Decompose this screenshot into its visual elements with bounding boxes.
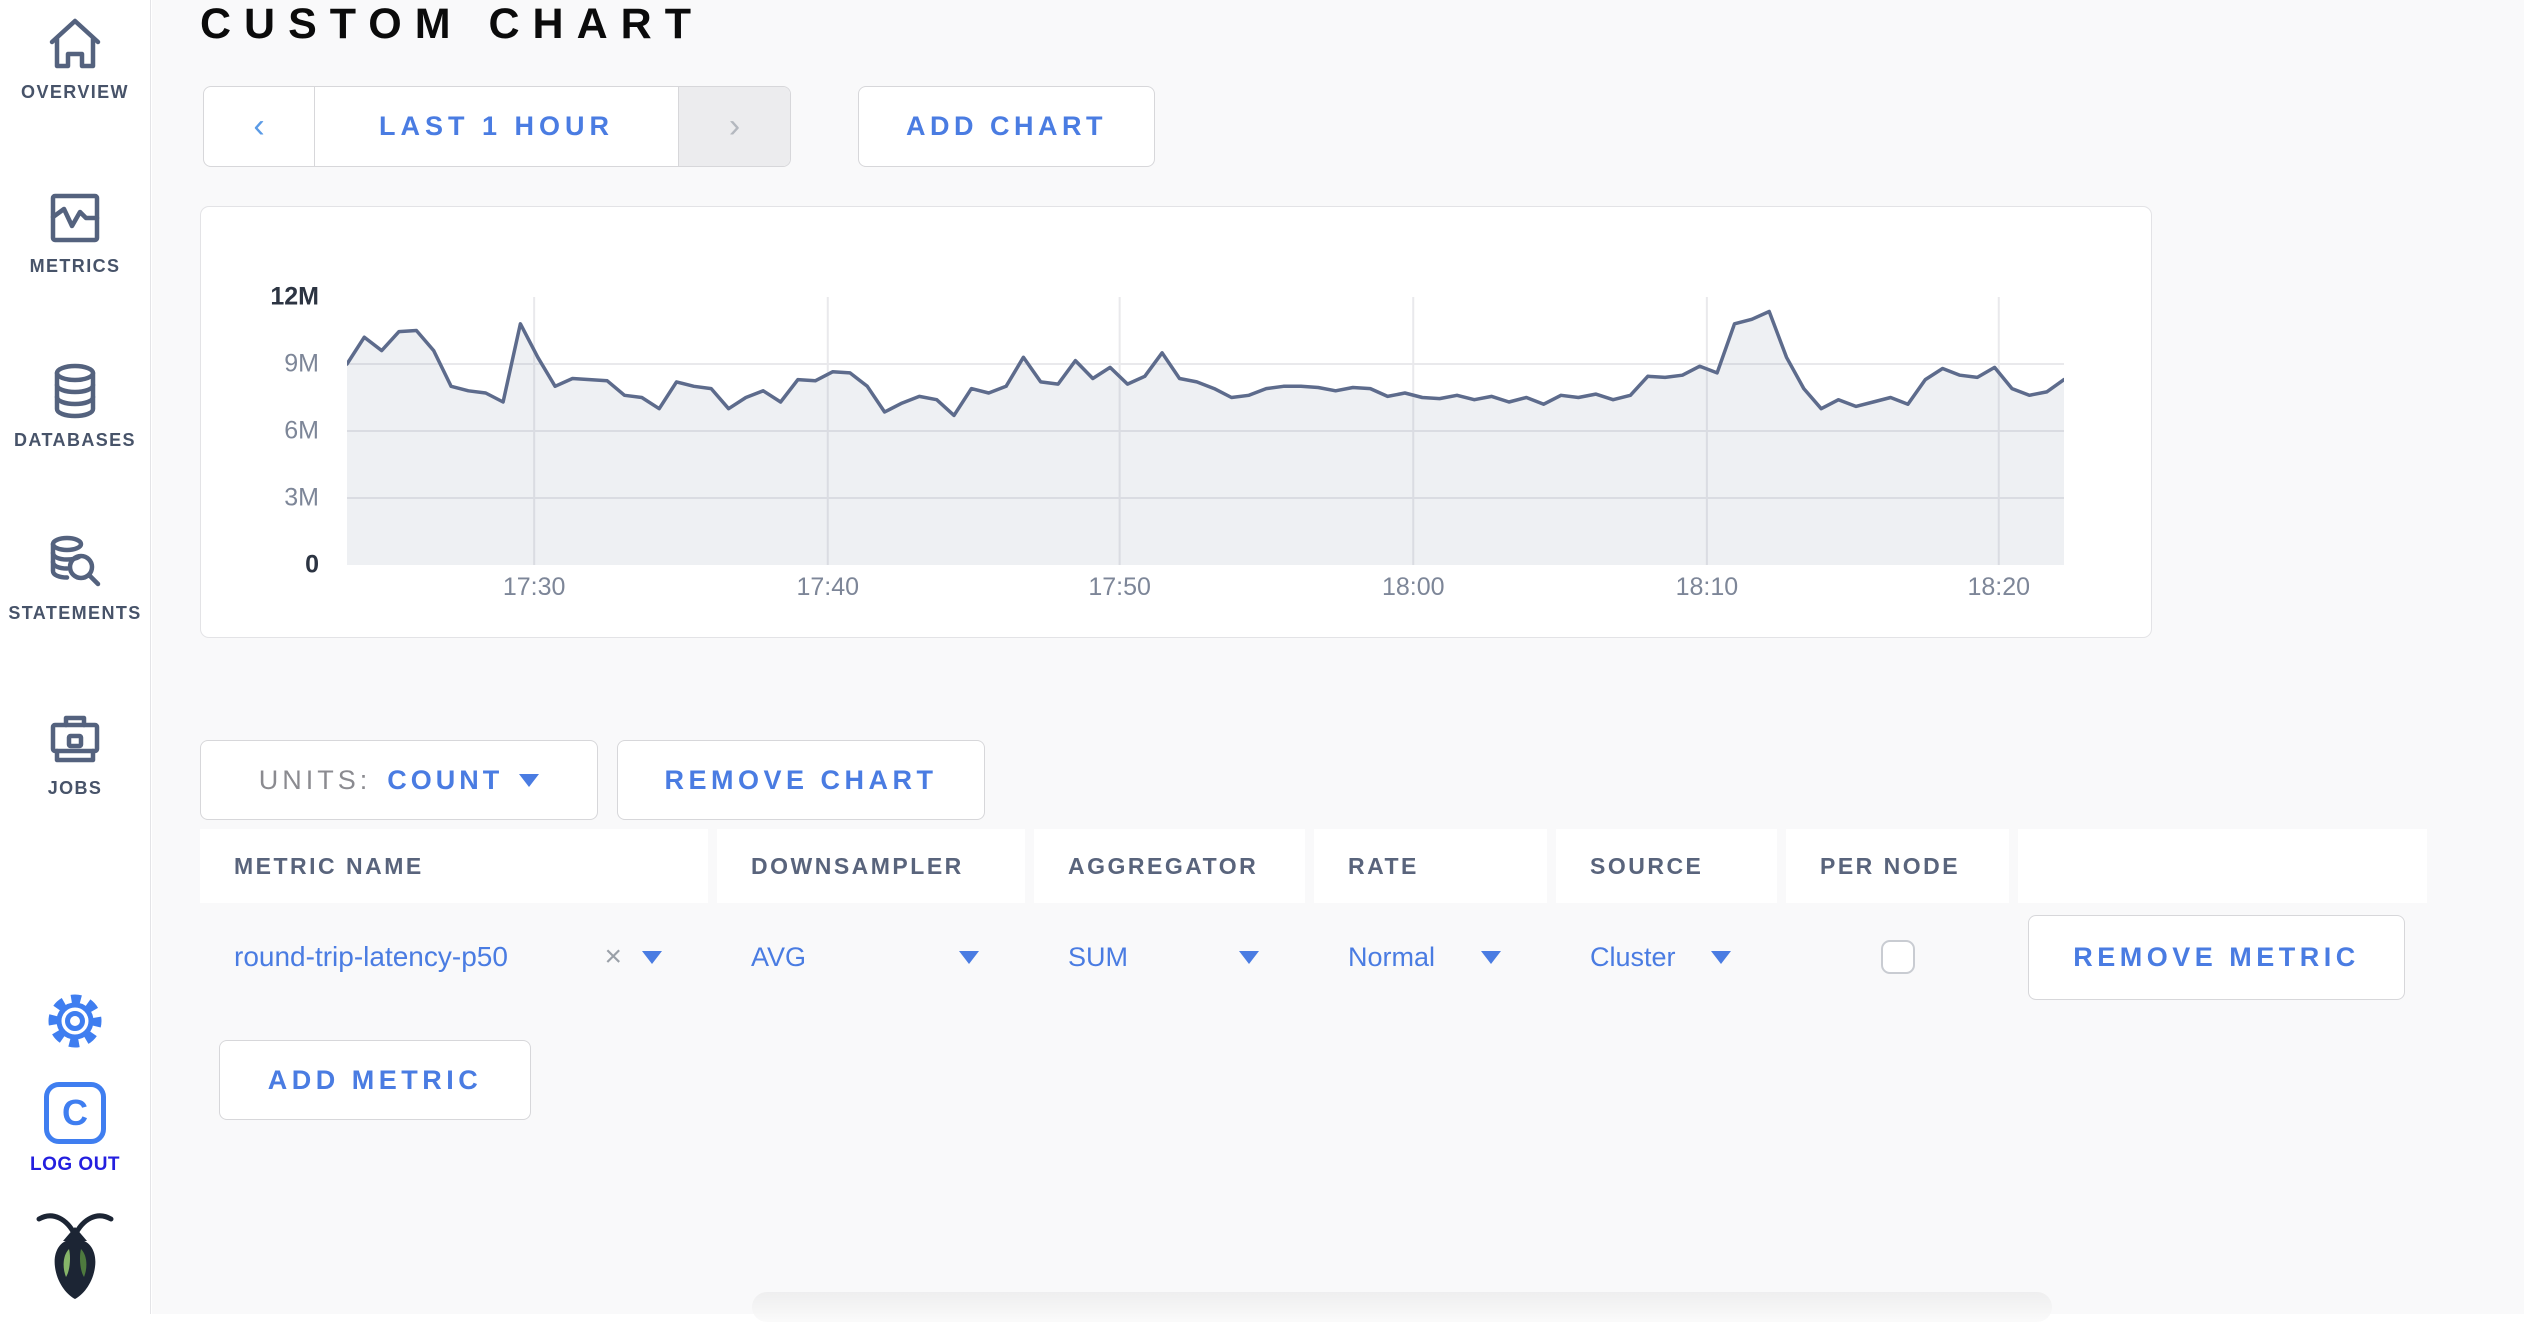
x-axis: 17:30 17:40 17:50 18:00 18:10 18:20 <box>347 573 2064 613</box>
time-range-label[interactable]: LAST 1 HOUR <box>315 87 678 166</box>
time-range-selector: ‹ LAST 1 HOUR › <box>203 86 791 167</box>
add-metric-button[interactable]: ADD METRIC <box>219 1040 531 1120</box>
metric-name-cell: round-trip-latency-p50 × <box>200 941 708 973</box>
sidebar-item-label: JOBS <box>48 778 103 799</box>
x-axis-label: 18:10 <box>1676 573 1739 602</box>
clear-metric-icon[interactable]: × <box>604 942 622 972</box>
y-axis-label: 12M <box>270 283 319 312</box>
col-aggregator: AGGREGATOR <box>1034 829 1305 903</box>
chevron-left-icon: ‹ <box>253 107 264 146</box>
horizontal-scrollbar[interactable] <box>752 1292 2052 1322</box>
sidebar-item-jobs[interactable]: JOBS <box>0 712 150 799</box>
row-actions-cell: REMOVE METRIC <box>2018 915 2427 1000</box>
col-source: SOURCE <box>1556 829 1777 903</box>
database-icon <box>46 362 104 420</box>
logout-label: LOG OUT <box>30 1154 120 1176</box>
x-axis-label: 17:30 <box>503 573 566 602</box>
x-axis-label: 17:40 <box>796 573 859 602</box>
per-node-checkbox[interactable] <box>1881 940 1915 974</box>
jobs-icon <box>46 712 104 768</box>
col-rate: RATE <box>1314 829 1547 903</box>
col-per-node: PER NODE <box>1786 829 2009 903</box>
caret-down-icon <box>959 951 979 964</box>
chevron-right-icon: › <box>729 107 740 146</box>
time-prev-button[interactable]: ‹ <box>204 87 315 166</box>
cockroach-bug-icon <box>33 1205 117 1301</box>
x-axis-label: 17:50 <box>1088 573 1151 602</box>
caret-down-icon <box>1711 951 1731 964</box>
chart-plot-area[interactable] <box>347 297 2064 565</box>
add-chart-button[interactable]: ADD CHART <box>858 86 1155 167</box>
remove-chart-button[interactable]: REMOVE CHART <box>617 740 985 820</box>
per-node-cell <box>1786 940 2009 974</box>
x-axis-label: 18:20 <box>1967 573 2030 602</box>
statements-icon <box>45 535 105 593</box>
sidebar-item-settings[interactable] <box>0 990 150 1052</box>
caret-down-icon <box>1239 951 1259 964</box>
col-downsampler: DOWNSAMPLER <box>717 829 1025 903</box>
y-axis-label: 9M <box>284 350 319 379</box>
downsampler-dropdown[interactable]: AVG <box>717 942 1025 973</box>
y-axis-label: 3M <box>284 484 319 513</box>
sidebar-item-logout[interactable]: C LOG OUT <box>0 1082 150 1176</box>
units-label: UNITS: <box>259 765 372 796</box>
sidebar-item-label: STATEMENTS <box>8 603 141 624</box>
metrics-icon <box>46 190 104 246</box>
caret-down-icon[interactable] <box>642 951 662 964</box>
page-title: CUSTOM CHART <box>200 0 704 49</box>
metrics-table-header: METRIC NAME DOWNSAMPLER AGGREGATOR RATE … <box>200 829 2430 903</box>
units-value: COUNT <box>387 765 503 796</box>
sidebar-item-databases[interactable]: DATABASES <box>0 362 150 451</box>
gear-icon <box>44 990 106 1052</box>
cockroach-bug-logo <box>0 1205 150 1301</box>
sidebar-item-label: METRICS <box>30 256 121 277</box>
cockroach-c-logo-icon: C <box>44 1082 106 1144</box>
source-dropdown[interactable]: Cluster <box>1556 942 1777 973</box>
sidebar-item-metrics[interactable]: METRICS <box>0 190 150 277</box>
metric-name-value[interactable]: round-trip-latency-p50 <box>234 941 508 973</box>
time-next-button[interactable]: › <box>678 87 790 166</box>
sidebar-item-label: OVERVIEW <box>21 82 129 103</box>
sidebar-item-overview[interactable]: OVERVIEW <box>0 16 150 103</box>
aggregator-dropdown[interactable]: SUM <box>1034 942 1305 973</box>
rate-dropdown[interactable]: Normal <box>1314 942 1547 973</box>
sidebar-item-statements[interactable]: STATEMENTS <box>0 535 150 624</box>
units-dropdown[interactable]: UNITS: COUNT <box>200 740 598 820</box>
caret-down-icon <box>519 774 539 787</box>
y-axis-label: 0 <box>305 551 319 580</box>
caret-down-icon <box>1481 951 1501 964</box>
col-actions <box>2018 829 2427 903</box>
home-icon <box>46 16 104 72</box>
chart-card: 0 3M 6M 9M 12M 17:30 17:40 17:50 18:00 18:10 18:2… <box>200 206 2152 638</box>
sidebar: OVERVIEW METRICS DATABASES <box>0 0 151 1314</box>
sidebar-item-label: DATABASES <box>14 430 136 451</box>
y-axis-label: 6M <box>284 417 319 446</box>
metrics-table: METRIC NAME DOWNSAMPLER AGGREGATOR RATE … <box>200 829 2430 1006</box>
y-axis: 0 3M 6M 9M 12M <box>201 207 333 637</box>
remove-metric-button[interactable]: REMOVE METRIC <box>2028 915 2405 1000</box>
main-content: CUSTOM CHART ‹ LAST 1 HOUR › ADD CHART 0… <box>152 0 2524 1314</box>
col-metric-name: METRIC NAME <box>200 829 708 903</box>
x-axis-label: 18:00 <box>1382 573 1445 602</box>
table-row: round-trip-latency-p50 × AVG SUM Normal … <box>200 908 2430 1006</box>
